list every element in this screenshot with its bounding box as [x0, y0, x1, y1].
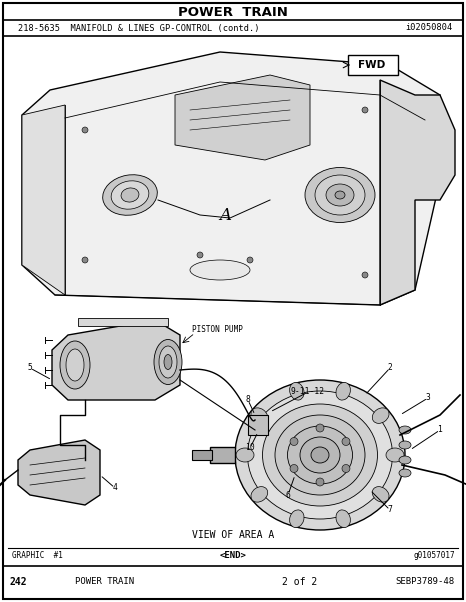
Ellipse shape — [315, 175, 365, 215]
Bar — [210, 447, 235, 463]
Polygon shape — [175, 75, 310, 160]
Text: VIEW OF AREA A: VIEW OF AREA A — [192, 530, 274, 540]
Text: POWER  TRAIN: POWER TRAIN — [178, 5, 288, 19]
Ellipse shape — [399, 426, 411, 434]
Circle shape — [316, 424, 324, 432]
Circle shape — [290, 438, 298, 445]
Bar — [348, 55, 398, 75]
Text: 242: 242 — [10, 577, 27, 587]
Circle shape — [342, 465, 350, 473]
Ellipse shape — [305, 167, 375, 223]
Text: 10: 10 — [245, 444, 255, 453]
Text: 9-11-12: 9-11-12 — [291, 388, 325, 397]
Text: 218-5635  MANIFOLD & LINES GP-CONTROL (contd.): 218-5635 MANIFOLD & LINES GP-CONTROL (co… — [18, 23, 260, 33]
Bar — [248, 415, 268, 435]
Circle shape — [290, 465, 298, 473]
Circle shape — [362, 272, 368, 278]
Text: 3: 3 — [425, 394, 431, 403]
Ellipse shape — [190, 260, 250, 280]
Text: 2: 2 — [388, 364, 392, 373]
Ellipse shape — [275, 415, 365, 495]
Circle shape — [82, 257, 88, 263]
Polygon shape — [22, 52, 440, 305]
Ellipse shape — [399, 456, 411, 464]
Text: POWER TRAIN: POWER TRAIN — [75, 577, 134, 586]
Text: 1: 1 — [438, 426, 442, 435]
Ellipse shape — [60, 341, 90, 389]
Circle shape — [316, 478, 324, 486]
Text: 6: 6 — [286, 491, 290, 500]
Text: 8: 8 — [246, 396, 250, 405]
Ellipse shape — [66, 349, 84, 381]
Polygon shape — [52, 320, 180, 400]
Polygon shape — [22, 105, 65, 295]
Text: 7: 7 — [388, 506, 392, 515]
Bar — [192, 450, 212, 460]
Ellipse shape — [289, 382, 304, 400]
Ellipse shape — [262, 404, 377, 506]
Ellipse shape — [372, 408, 389, 423]
Ellipse shape — [335, 191, 345, 199]
Polygon shape — [380, 80, 455, 305]
Ellipse shape — [336, 510, 350, 527]
Bar — [78, 318, 168, 326]
Text: PISTON PUMP: PISTON PUMP — [192, 326, 243, 335]
Text: i02050804: i02050804 — [406, 23, 453, 33]
Circle shape — [342, 438, 350, 445]
Ellipse shape — [399, 441, 411, 449]
Text: GRAPHIC  #1: GRAPHIC #1 — [12, 551, 63, 560]
Circle shape — [82, 127, 88, 133]
Ellipse shape — [251, 408, 267, 423]
Ellipse shape — [103, 175, 158, 216]
Ellipse shape — [311, 447, 329, 463]
Ellipse shape — [121, 188, 139, 202]
Circle shape — [362, 107, 368, 113]
Text: 2 of 2: 2 of 2 — [282, 577, 318, 587]
Ellipse shape — [386, 448, 404, 462]
Ellipse shape — [247, 391, 392, 519]
Polygon shape — [415, 95, 440, 180]
Ellipse shape — [236, 448, 254, 462]
Text: g01057017: g01057017 — [413, 551, 455, 560]
Text: 4: 4 — [113, 483, 117, 492]
Ellipse shape — [288, 426, 352, 484]
Polygon shape — [18, 440, 100, 505]
Text: SEBP3789-48: SEBP3789-48 — [396, 577, 455, 586]
Ellipse shape — [111, 181, 149, 209]
Ellipse shape — [300, 437, 340, 473]
Ellipse shape — [399, 469, 411, 477]
Ellipse shape — [235, 380, 405, 530]
Text: <END>: <END> — [219, 551, 247, 560]
Ellipse shape — [289, 510, 304, 527]
Text: FWD: FWD — [358, 60, 385, 70]
Ellipse shape — [251, 486, 267, 502]
Circle shape — [247, 257, 253, 263]
Circle shape — [197, 252, 203, 258]
Ellipse shape — [164, 355, 172, 370]
Ellipse shape — [154, 340, 182, 385]
Ellipse shape — [336, 382, 350, 400]
Text: 5: 5 — [27, 364, 33, 373]
Ellipse shape — [326, 184, 354, 206]
Text: A: A — [219, 206, 231, 223]
Ellipse shape — [372, 486, 389, 502]
Ellipse shape — [159, 346, 177, 378]
